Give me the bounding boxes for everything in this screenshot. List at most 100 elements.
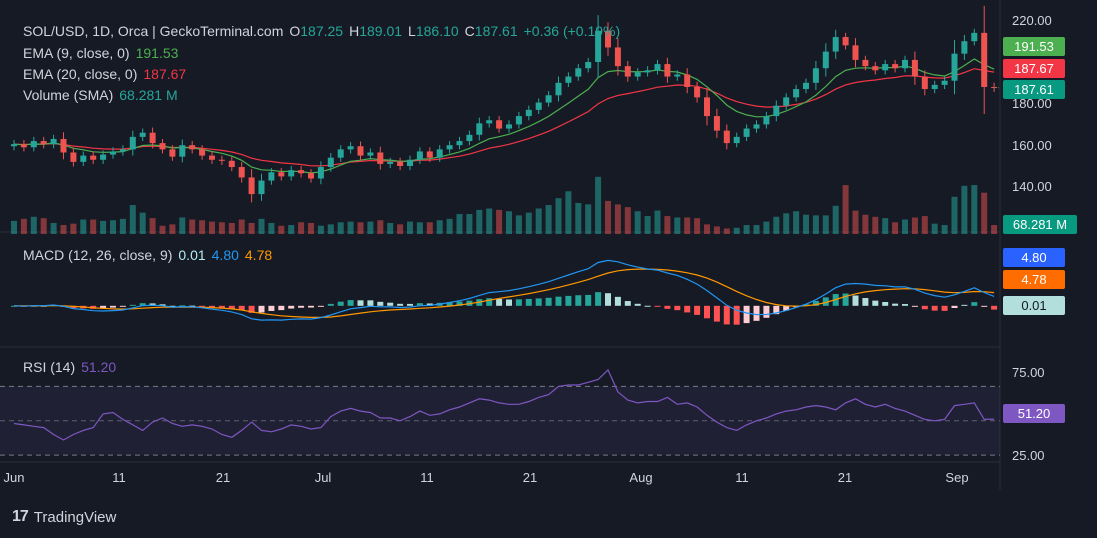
- volume-bar: [852, 210, 859, 234]
- volume-bar: [159, 225, 166, 234]
- volume-bar: [971, 185, 978, 234]
- candle-body: [981, 32, 988, 87]
- macd-histogram-bar: [545, 297, 552, 306]
- rsi-legend[interactable]: RSI (14) 51.20: [23, 359, 116, 375]
- open-value: 187.25: [300, 23, 344, 39]
- macd-histogram-bar: [634, 303, 641, 306]
- volume-bar: [961, 185, 968, 234]
- candle-body: [674, 74, 681, 77]
- candle-body: [515, 116, 522, 125]
- candle-body: [476, 123, 483, 135]
- volume-bar: [743, 225, 750, 234]
- macd-histogram-bar: [486, 298, 493, 306]
- volume-bar: [605, 200, 611, 234]
- macd-histogram-bar: [694, 305, 701, 315]
- candle-body: [416, 151, 423, 160]
- volume-bar: [278, 225, 285, 234]
- ema20-legend[interactable]: EMA (20, close, 0) 187.67: [23, 66, 186, 82]
- candle-body: [733, 136, 740, 144]
- volume-bar: [991, 225, 998, 234]
- macd-histogram-bar: [288, 305, 295, 309]
- macd-histogram-bar: [565, 295, 572, 306]
- candle-body: [793, 89, 800, 98]
- volume-bar: [773, 216, 780, 234]
- macd-signal-line: [13, 268, 995, 318]
- candle-body: [70, 152, 77, 162]
- macd-legend[interactable]: MACD (12, 26, close, 9) 0.01 4.80 4.78: [23, 247, 272, 263]
- macd-histogram-bar: [951, 305, 958, 308]
- volume-pill: 68.281 M: [1003, 215, 1077, 234]
- macd-histogram-bar: [347, 300, 354, 306]
- volume-bar: [407, 221, 413, 234]
- ema9-label: EMA (9, close, 0): [23, 45, 130, 61]
- volume-bar: [50, 222, 57, 234]
- time-tick-sep: Sep: [945, 470, 969, 485]
- candle-body: [288, 170, 295, 177]
- candle-body: [862, 59, 869, 67]
- price-tick-160: 160.00: [1012, 138, 1052, 153]
- candle-body: [248, 177, 255, 195]
- candle-body: [209, 155, 215, 160]
- volume-legend[interactable]: Volume (SMA) 68.281 M: [23, 87, 178, 103]
- candle-body: [723, 130, 730, 144]
- candle-body: [159, 143, 166, 150]
- volume-bar: [694, 218, 701, 234]
- macd-histogram-bar: [100, 305, 107, 309]
- volume-bar: [911, 217, 918, 234]
- volume-bar: [704, 224, 710, 234]
- candle-body: [337, 149, 344, 158]
- candle-body: [377, 152, 384, 164]
- tradingview-logo[interactable]: 17 TradingView: [12, 508, 116, 526]
- candle-body: [951, 53, 958, 81]
- volume-bar: [882, 218, 889, 234]
- volume-bar: [139, 212, 146, 234]
- candle-body: [327, 157, 334, 168]
- macd-histogram-bar: [605, 293, 611, 306]
- candle-body: [872, 66, 879, 71]
- candle-body: [367, 152, 374, 156]
- candle-body: [308, 173, 314, 179]
- volume-bar: [387, 222, 394, 234]
- macd-histogram-bar: [595, 292, 602, 306]
- volume-bar: [902, 219, 908, 234]
- macd-signal-value: 4.78: [244, 247, 273, 263]
- ema9-price-pill: 191.53: [1003, 37, 1065, 56]
- low-label: L: [408, 23, 416, 39]
- ema9-line: [13, 58, 995, 174]
- candle-body: [90, 155, 97, 160]
- volume-bar: [496, 209, 503, 234]
- ema9-legend[interactable]: EMA (9, close, 0) 191.53: [23, 45, 178, 61]
- macd-histogram-bar: [773, 305, 780, 315]
- price-tick-220: 220.00: [1012, 13, 1052, 28]
- close-label: C: [464, 23, 475, 39]
- candle-body: [783, 97, 790, 106]
- candle-body: [258, 180, 265, 195]
- macd-histogram-bar: [654, 305, 661, 307]
- volume-bar: [288, 225, 295, 234]
- candle-body: [763, 116, 770, 125]
- candle-body: [387, 161, 394, 164]
- volume-bar: [268, 222, 275, 234]
- candle-body: [753, 124, 760, 129]
- macd-histogram-bar: [367, 300, 374, 306]
- macd-histogram-bar: [862, 298, 869, 306]
- candle-body: [941, 80, 948, 85]
- macd-histogram-bar: [902, 304, 908, 306]
- macd-histogram-bar: [278, 305, 285, 311]
- time-tick-jun: Jun: [3, 470, 25, 485]
- volume-bar: [822, 215, 829, 234]
- candle-body: [486, 120, 493, 124]
- candle-body: [149, 132, 156, 144]
- candle-body: [129, 136, 136, 150]
- candle-body: [535, 102, 542, 110]
- macd-histogram-bar: [733, 305, 740, 325]
- macd-histogram-bar: [387, 302, 394, 306]
- candle-body: [169, 149, 176, 157]
- macd-histogram-bar: [664, 305, 671, 309]
- symbol-legend[interactable]: SOL/USD, 1D, Orca | GeckoTerminal.com O18…: [23, 23, 626, 39]
- volume-bar: [832, 205, 839, 234]
- volume-bar: [565, 191, 572, 234]
- volume-bar: [664, 216, 671, 234]
